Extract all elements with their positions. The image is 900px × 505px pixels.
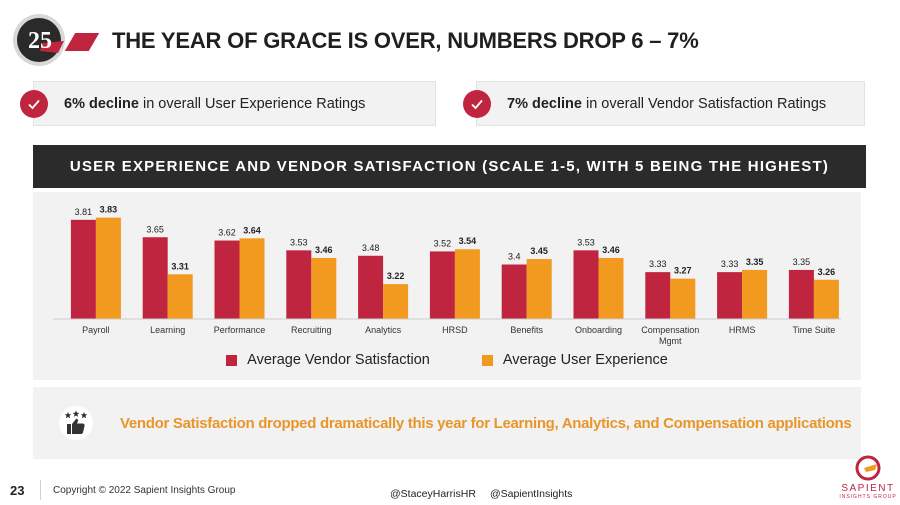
- brand-logo: SAPIENT INSIGHTS GROUP: [836, 455, 900, 500]
- legend-swatch: [481, 354, 493, 366]
- bar-vendor-satisfaction: [573, 250, 599, 319]
- chart-panel: 3.81 3.83 Payroll 3.65 3.31 Learning 3.62 3.64 P…: [33, 192, 861, 380]
- callout-highlight: 6% decline: [64, 95, 139, 112]
- bar-user-experience: [239, 238, 265, 319]
- data-label: 3.83: [100, 205, 118, 215]
- data-label: 3.65: [146, 224, 164, 234]
- bar-user-experience: [598, 257, 624, 319]
- category-label: HRMS: [729, 325, 756, 335]
- logo-25-years: 25: [12, 13, 66, 67]
- data-label: 3.52: [434, 238, 452, 248]
- chart-legend: Average Vendor Satisfaction Average User…: [33, 352, 861, 368]
- brand-name: SAPIENT: [841, 483, 895, 494]
- bar-user-experience: [526, 259, 552, 319]
- category-label: Performance: [214, 325, 266, 335]
- bar-user-experience: [454, 249, 480, 319]
- page-number: 23: [10, 483, 25, 498]
- data-label: 3.27: [674, 266, 692, 276]
- data-label: 3.81: [75, 207, 93, 217]
- data-label: 3.53: [290, 237, 308, 247]
- category-label: Analytics: [365, 325, 402, 335]
- category-label: HRSD: [442, 325, 468, 335]
- brand-subtitle: INSIGHTS GROUP: [839, 494, 897, 500]
- data-label: 3.31: [171, 261, 189, 271]
- legend-label: Average Vendor Satisfaction: [247, 352, 430, 368]
- bar-vendor-satisfaction: [788, 269, 814, 319]
- bar-user-experience: [742, 269, 768, 319]
- svg-text:25: 25: [28, 28, 52, 54]
- stars-thumbs-up-icon: [59, 406, 93, 440]
- bar-user-experience: [670, 278, 696, 319]
- social-handle[interactable]: @SapientInsights: [489, 488, 573, 500]
- data-label: 3.22: [387, 271, 405, 281]
- category-label: Recruiting: [291, 325, 332, 335]
- legend-label: Average User Experience: [502, 352, 668, 368]
- bar-vendor-satisfaction: [286, 250, 312, 319]
- category-label: Learning: [150, 325, 185, 335]
- bar-chart: 3.81 3.83 Payroll 3.65 3.31 Learning 3.62 3.64 P…: [53, 205, 841, 346]
- callout-text: 7% decline in overall Vendor Satisfactio…: [507, 96, 826, 112]
- data-label: 3.53: [577, 237, 595, 247]
- data-label: 3.4: [508, 252, 521, 262]
- bar-vendor-satisfaction: [501, 264, 527, 319]
- check-icon: [463, 89, 491, 118]
- category-label: Compensation: [641, 325, 699, 335]
- category-label: Mgmt: [659, 336, 682, 346]
- callout-highlight: 7% decline: [507, 95, 582, 112]
- title-accent-bar: [64, 33, 100, 51]
- legend-item-vendor-satisfaction: Average Vendor Satisfaction: [226, 352, 430, 368]
- bar-user-experience: [95, 217, 121, 319]
- copyright: Copyright © 2022 Sapient Insights Group: [53, 485, 236, 496]
- data-label: 3.35: [746, 257, 764, 267]
- data-label: 3.54: [459, 236, 477, 246]
- category-label: Benefits: [510, 325, 543, 335]
- data-label: 3.62: [218, 228, 236, 238]
- insight-text: Vendor Satisfaction dropped dramatically…: [120, 414, 852, 432]
- bar-user-experience: [167, 274, 193, 319]
- category-label: Onboarding: [575, 325, 622, 335]
- legend-item-user-experience: Average User Experience: [481, 352, 668, 368]
- data-label: 3.33: [721, 259, 739, 269]
- callout-text: 6% decline in overall User Experience Ra…: [64, 96, 365, 112]
- bar-user-experience: [311, 257, 337, 319]
- data-label: 3.46: [602, 245, 620, 255]
- callout-body: in overall Vendor Satisfaction Ratings: [581, 95, 827, 112]
- bar-vendor-satisfaction: [214, 240, 240, 319]
- data-label: 3.33: [649, 259, 667, 269]
- callout-vendor-satisfaction: 7% decline in overall Vendor Satisfactio…: [463, 81, 865, 126]
- social-handles: @StaceyHarrisHR @SapientInsights: [390, 488, 572, 500]
- data-label: 3.26: [818, 267, 836, 277]
- sapient-logo-icon: [855, 455, 881, 481]
- footer-divider: [40, 480, 41, 500]
- chart-banner: USER EXPERIENCE AND VENDOR SATISFACTION …: [33, 145, 866, 188]
- data-label: 3.45: [530, 246, 548, 256]
- data-label: 3.35: [793, 257, 811, 267]
- bar-vendor-satisfaction: [358, 255, 384, 319]
- category-label: Payroll: [82, 325, 110, 335]
- bar-user-experience: [813, 279, 839, 319]
- insight-box: Vendor Satisfaction dropped dramatically…: [33, 387, 861, 459]
- social-handle[interactable]: @StaceyHarrisHR: [390, 488, 476, 500]
- bar-vendor-satisfaction: [717, 272, 743, 319]
- bar-vendor-satisfaction: [645, 272, 671, 319]
- bar-user-experience: [383, 284, 409, 319]
- bar-vendor-satisfaction: [70, 219, 96, 319]
- bar-vendor-satisfaction: [142, 237, 168, 319]
- category-label: Time Suite: [793, 325, 836, 335]
- data-label: 3.46: [315, 245, 333, 255]
- page-title: THE YEAR OF GRACE IS OVER, NUMBERS DROP …: [112, 28, 699, 53]
- check-icon: [20, 89, 48, 118]
- legend-swatch: [226, 354, 238, 366]
- data-label: 3.64: [243, 225, 261, 235]
- data-label: 3.48: [362, 243, 380, 253]
- callout-body: in overall User Experience Ratings: [138, 95, 366, 112]
- bar-vendor-satisfaction: [429, 251, 455, 319]
- callout-user-experience: 6% decline in overall User Experience Ra…: [20, 81, 436, 126]
